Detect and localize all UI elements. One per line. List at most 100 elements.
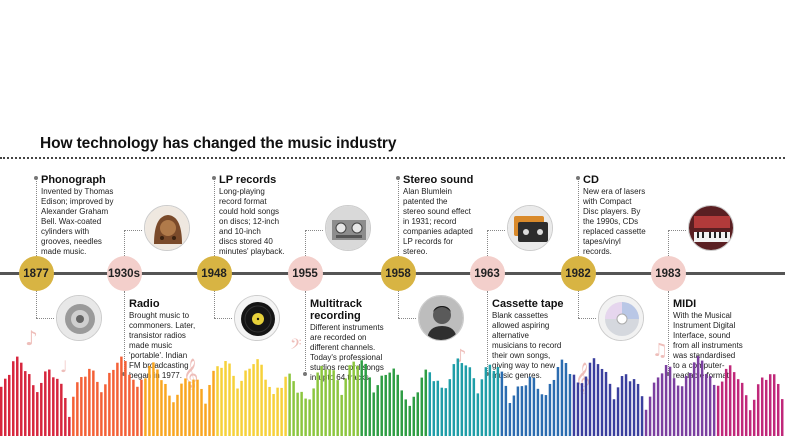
spectrum-bar bbox=[748, 410, 752, 436]
spectrum-bar bbox=[44, 371, 47, 436]
spectrum-bar bbox=[352, 361, 355, 436]
spectrum-bar bbox=[224, 361, 227, 436]
connector-dot bbox=[576, 176, 580, 180]
spectrum-bar bbox=[308, 399, 311, 436]
spectrum-bar bbox=[440, 387, 444, 436]
connector-line bbox=[214, 291, 215, 318]
spectrum-bar bbox=[640, 396, 644, 436]
spectrum-bar bbox=[368, 377, 371, 436]
connector-line bbox=[36, 291, 37, 318]
spectrum-bar bbox=[496, 367, 500, 436]
spectrum-bar bbox=[4, 378, 7, 436]
event-description: Alan Blumlein patented the stereo sound ef… bbox=[403, 187, 473, 256]
spectrum-bar bbox=[572, 374, 576, 436]
connector-line bbox=[305, 230, 306, 256]
event-entry-1982: CD New era of lasers with Compact Disc play… bbox=[583, 174, 663, 257]
spectrum-bar bbox=[708, 376, 712, 436]
spectrum-bar bbox=[472, 378, 476, 436]
spectrum-bar bbox=[680, 386, 684, 436]
spectrum-bar bbox=[744, 395, 748, 436]
connector-line bbox=[36, 318, 54, 319]
spectrum-bar bbox=[404, 399, 407, 436]
spectrum-bar bbox=[764, 379, 768, 436]
event-heading: Multitrack recording bbox=[310, 298, 362, 322]
connector-line bbox=[398, 318, 416, 319]
year-marker-1963: 1963 bbox=[469, 256, 505, 291]
spectrum-bar bbox=[464, 365, 468, 436]
spectrum-bar bbox=[104, 384, 107, 436]
spectrum-bar bbox=[684, 375, 688, 436]
spectrum-bar bbox=[332, 370, 335, 436]
spectrum-bars bbox=[0, 356, 784, 436]
spectrum-bar bbox=[752, 399, 756, 436]
spectrum-bar bbox=[436, 380, 440, 436]
spectrum-bar bbox=[540, 394, 544, 436]
vintage-radio-icon bbox=[144, 205, 190, 251]
spectrum-bar bbox=[320, 366, 323, 436]
spectrum-bar bbox=[180, 383, 183, 436]
spectrum-bar bbox=[480, 379, 484, 436]
spectrum-bar bbox=[508, 403, 512, 436]
spectrum-bar bbox=[80, 377, 83, 436]
connector-line bbox=[487, 230, 505, 231]
spectrum-bar bbox=[620, 376, 624, 436]
spectrum-bar bbox=[200, 388, 203, 436]
vinyl-record-icon bbox=[234, 295, 280, 341]
spectrum-bar bbox=[536, 388, 540, 436]
spectrum-bar bbox=[732, 372, 736, 436]
spectrum-bar bbox=[144, 378, 147, 436]
event-heading: Radio bbox=[129, 298, 160, 310]
spectrum-bar bbox=[364, 363, 367, 436]
spectrum-bar bbox=[580, 383, 584, 436]
compact-disc-icon bbox=[598, 295, 644, 341]
spectrum-bar bbox=[376, 385, 379, 436]
spectrum-bar bbox=[344, 378, 347, 436]
year-marker-1877: 1877 bbox=[18, 256, 54, 291]
event-description: Invented by Thomas Edison; improved by Ale… bbox=[41, 187, 114, 256]
spectrum-bar bbox=[248, 368, 251, 436]
spectrum-bar bbox=[468, 367, 472, 436]
phonograph-horn-icon bbox=[56, 295, 102, 341]
spectrum-bar bbox=[548, 383, 552, 436]
spectrum-bar bbox=[176, 394, 179, 436]
spectrum-bar bbox=[348, 365, 351, 436]
spectrum-bar bbox=[424, 369, 428, 436]
year-marker-1982: 1982 bbox=[560, 256, 596, 291]
spectrum-bar bbox=[20, 362, 23, 436]
spectrum-bar bbox=[56, 378, 59, 436]
spectrum-bar bbox=[340, 394, 343, 436]
spectrum-bar bbox=[448, 379, 452, 436]
spectrum-bar bbox=[280, 387, 283, 436]
connector-dot bbox=[212, 176, 216, 180]
spectrum-bar bbox=[312, 388, 315, 436]
spectrum-bar bbox=[644, 409, 648, 436]
event-entry-1930s: Radio Brought music to commoners. Later, tr… bbox=[129, 298, 209, 381]
spectrum-bar bbox=[696, 356, 700, 436]
year-marker-1930s: 1930s bbox=[106, 256, 142, 291]
spectrum-bar bbox=[360, 360, 363, 436]
event-entry-1955: Multitrack recording Different instruments… bbox=[310, 298, 390, 383]
connector-line bbox=[668, 291, 669, 373]
connector-line bbox=[578, 318, 596, 319]
connector-line bbox=[214, 318, 232, 319]
spectrum-bar bbox=[116, 362, 119, 436]
spectrum-bar bbox=[392, 368, 395, 436]
spectrum-bar bbox=[24, 371, 27, 436]
spectrum-bar bbox=[252, 364, 255, 436]
spectrum-bar bbox=[624, 374, 628, 436]
spectrum-bar bbox=[556, 367, 560, 436]
connector-line bbox=[578, 291, 579, 318]
spectrum-bar bbox=[712, 384, 716, 436]
connector-dot bbox=[666, 372, 670, 376]
spectrum-bar bbox=[88, 368, 91, 436]
connector-line bbox=[487, 230, 488, 256]
connector-dot bbox=[122, 372, 126, 376]
event-heading: Phonograph bbox=[41, 174, 106, 186]
spectrum-bar bbox=[728, 365, 732, 436]
spectrum-bar bbox=[156, 369, 159, 436]
spectrum-bar bbox=[584, 376, 588, 436]
spectrum-bar bbox=[552, 379, 556, 436]
spectrum-bar bbox=[0, 386, 3, 436]
portrait-icon bbox=[418, 295, 464, 341]
spectrum-bar bbox=[516, 386, 520, 436]
